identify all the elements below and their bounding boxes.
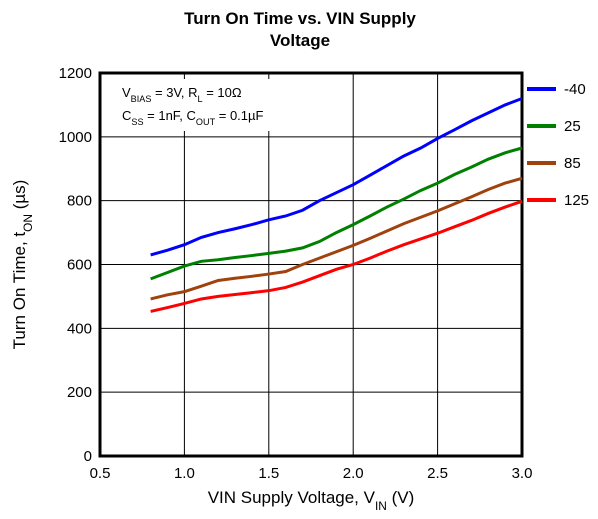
legend-label: 85: [564, 155, 581, 172]
x-tick-label: 1.5: [258, 465, 279, 482]
text-part: C: [122, 108, 131, 123]
annotation: VBIAS = 3V, RL = 10Ω: [122, 85, 242, 104]
subscript: SS: [131, 117, 143, 127]
legend-label: 125: [564, 192, 589, 209]
subscript: L: [198, 94, 203, 104]
y-tick-label: 200: [67, 384, 92, 401]
y-tick-label: 600: [67, 257, 92, 274]
text-part: (V): [387, 488, 414, 507]
legend-label: 25: [564, 118, 581, 135]
x-axis-label: VIN Supply Voltage, VIN (V): [208, 488, 415, 513]
y-tick-label: 800: [67, 193, 92, 210]
text-part: = 0.1µF: [215, 108, 263, 123]
series-line: [150, 146, 523, 281]
x-tick-label: 2.5: [427, 465, 448, 482]
text-part: = 10Ω: [203, 85, 242, 100]
x-tick-label: 2.0: [343, 465, 364, 482]
text-part: = 3V, R: [151, 85, 197, 100]
annotation-box: [112, 79, 334, 131]
x-tick-label: 0.5: [90, 465, 111, 482]
y-tick-label: 400: [67, 320, 92, 337]
series-line: [150, 97, 523, 257]
subscript: BIAS: [131, 94, 152, 104]
subscript: OUT: [196, 117, 216, 127]
text-part: = 1nF, C: [144, 108, 196, 123]
y-tick-label: 1200: [59, 65, 92, 82]
text-part: V: [122, 85, 131, 100]
subscript: ON: [21, 214, 35, 232]
x-tick-label: 1.0: [174, 465, 195, 482]
chart-title: Turn On Time vs. VIN Supply: [184, 9, 416, 28]
plot-frame: [98, 71, 524, 458]
text-part: VIN Supply Voltage, V: [208, 488, 376, 507]
y-axis-label: Turn On Time, tON (µs): [10, 180, 35, 350]
chart-title: Voltage: [270, 31, 330, 50]
series-line: [150, 176, 523, 301]
y-tick-label: 0: [84, 448, 92, 465]
text-part: Turn On Time, t: [10, 232, 29, 350]
y-tick-label: 1000: [59, 129, 92, 146]
text-part: (µs): [10, 180, 29, 214]
legend-label: -40: [564, 81, 586, 98]
subscript: IN: [375, 499, 387, 513]
annotation: CSS = 1nF, COUT = 0.1µF: [122, 108, 264, 127]
x-tick-label: 3.0: [512, 465, 533, 482]
series-line: [150, 199, 523, 313]
